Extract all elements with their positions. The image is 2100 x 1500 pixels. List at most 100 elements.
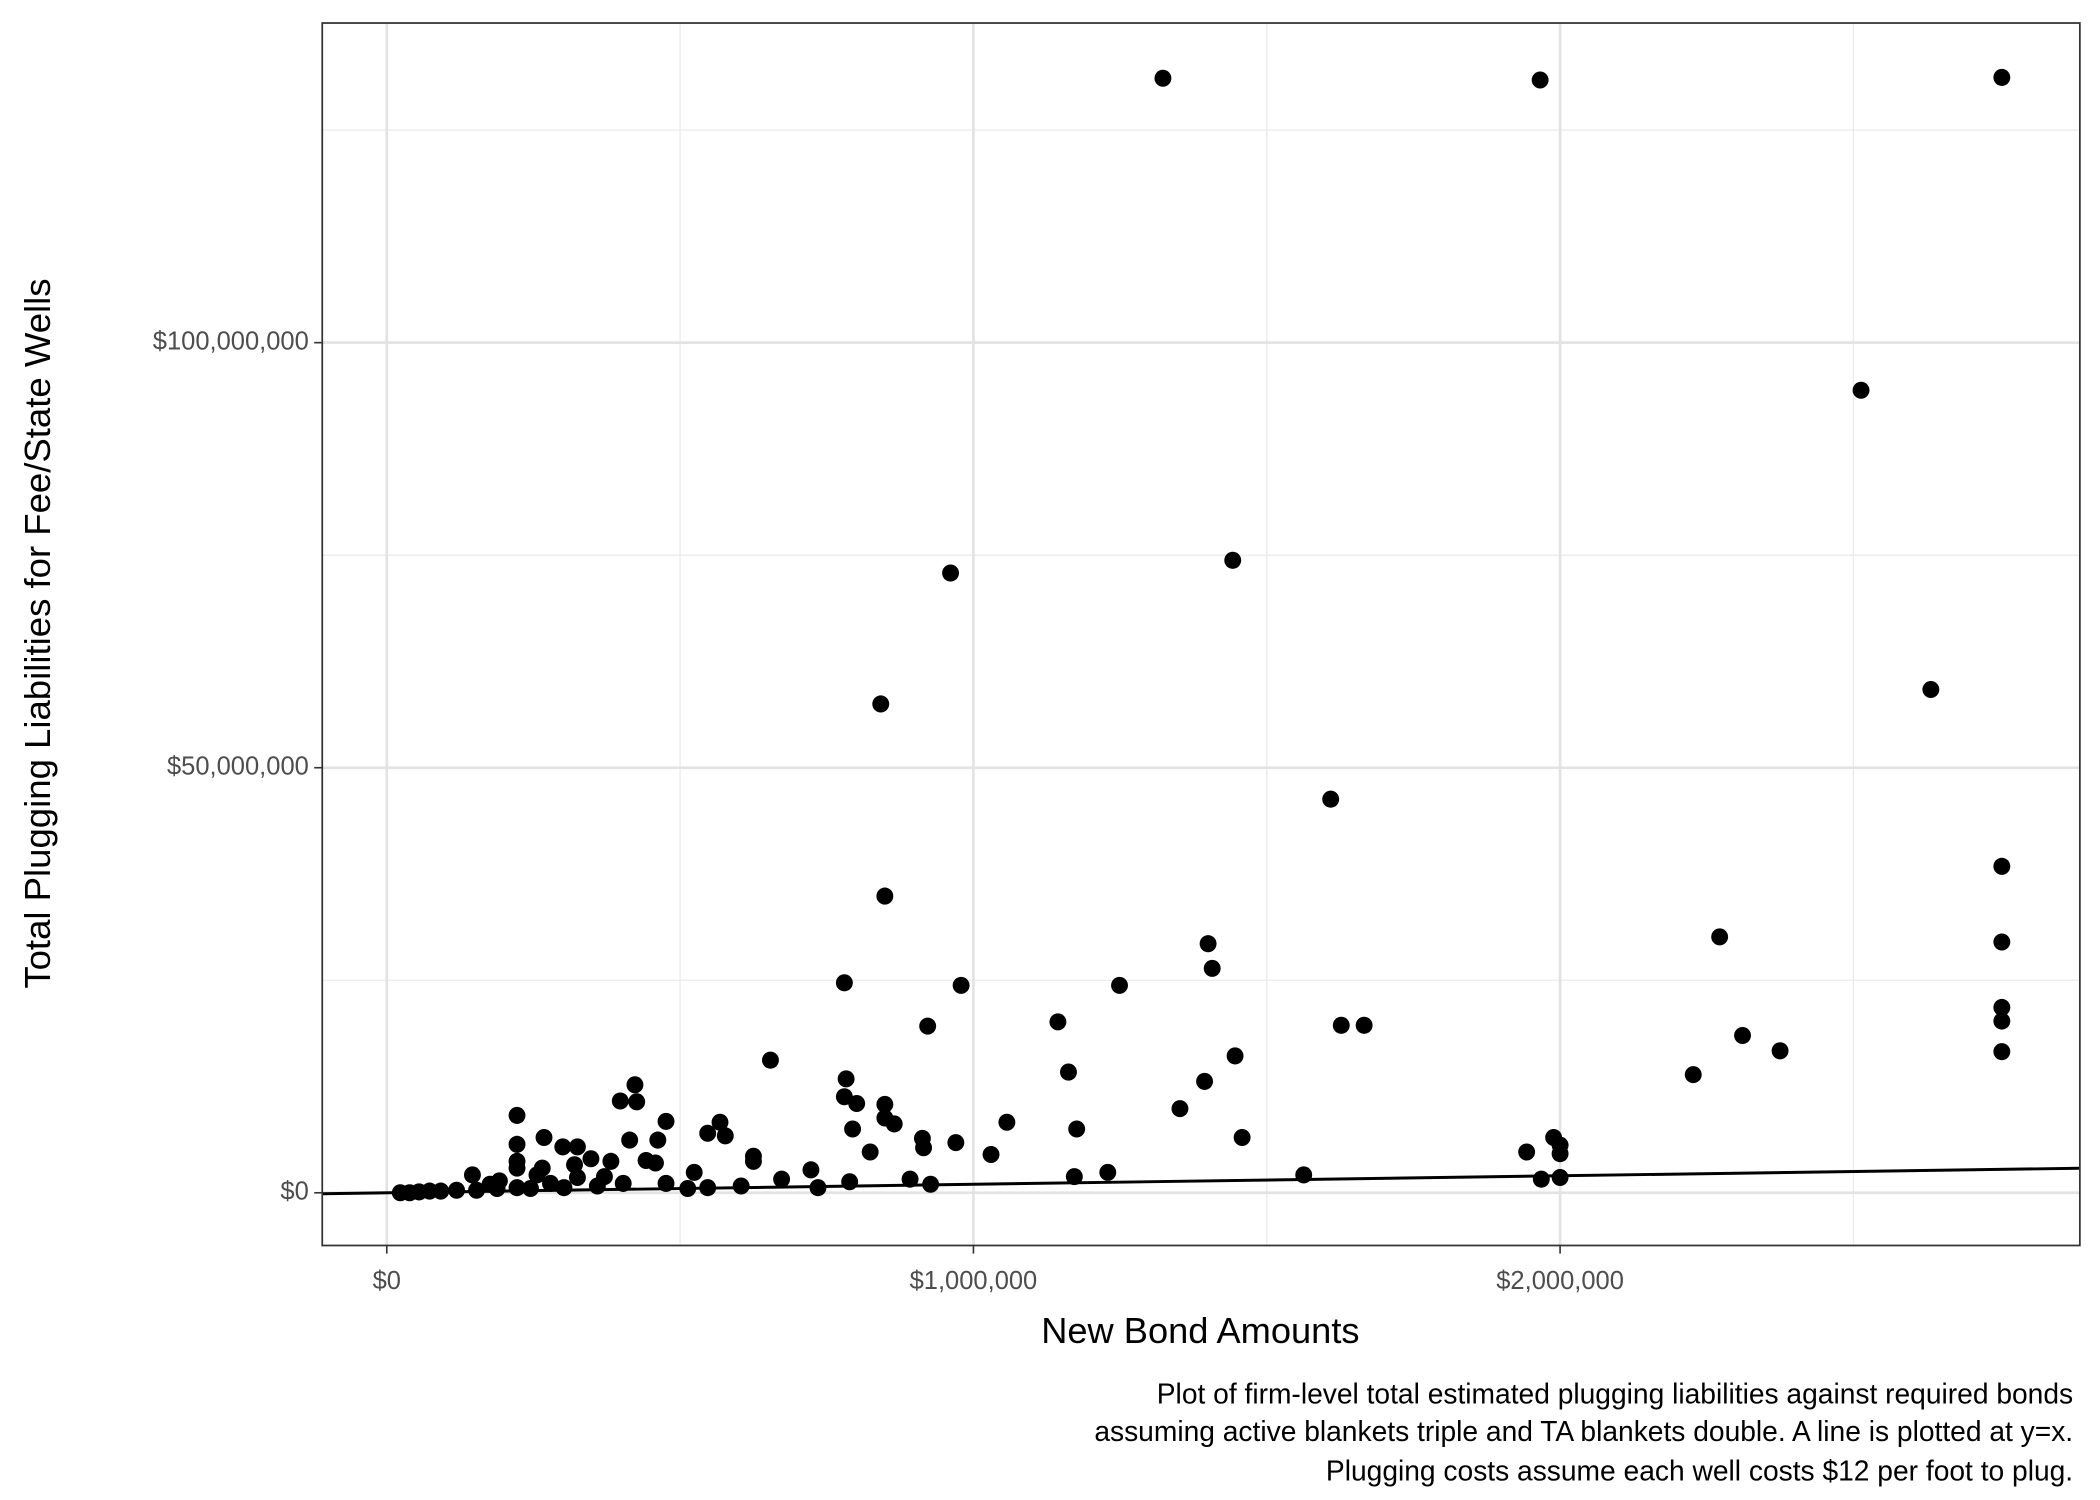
- x-tick-label: $0: [373, 1267, 401, 1295]
- point: [1852, 381, 1870, 399]
- caption-line: Plugging costs assume each well costs $1…: [1326, 1454, 2073, 1486]
- point: [1993, 857, 2011, 875]
- point: [1199, 935, 1217, 953]
- point: [876, 887, 894, 905]
- point: [848, 1094, 866, 1113]
- x-tick-label: $1,000,000: [910, 1267, 1038, 1295]
- grid: [322, 23, 2080, 1246]
- point: [872, 695, 890, 713]
- point: [568, 1138, 586, 1156]
- point: [568, 1168, 586, 1187]
- point: [998, 1113, 1016, 1131]
- point: [1993, 933, 2011, 951]
- point: [1065, 1168, 1083, 1186]
- point: [1111, 976, 1128, 994]
- point: [628, 1093, 646, 1111]
- point: [1771, 1042, 1789, 1060]
- point: [1993, 1043, 2011, 1061]
- point: [1711, 928, 1729, 946]
- point: [1993, 998, 2011, 1016]
- point: [649, 1131, 667, 1149]
- point: [835, 1088, 853, 1106]
- point: [773, 1170, 791, 1188]
- point: [685, 1163, 703, 1181]
- point: [876, 1095, 894, 1113]
- point: [595, 1168, 613, 1186]
- point: [463, 1166, 481, 1184]
- point: [835, 974, 853, 992]
- point: [1332, 1016, 1350, 1034]
- point: [647, 1154, 664, 1172]
- point: [1060, 1063, 1077, 1081]
- point: [508, 1159, 526, 1177]
- point: [1684, 1066, 1702, 1084]
- point: [1734, 1026, 1751, 1045]
- point: [1993, 68, 2011, 86]
- point: [885, 1115, 903, 1133]
- point: [621, 1131, 639, 1149]
- point: [614, 1174, 632, 1192]
- panel-border: [321, 22, 2081, 1247]
- point: [1068, 1120, 1086, 1138]
- point: [555, 1179, 573, 1197]
- y-tick-label: $100,000,000: [153, 327, 309, 355]
- point: [554, 1138, 572, 1156]
- point: [481, 1175, 499, 1193]
- point: [1518, 1143, 1536, 1161]
- point: [1049, 1013, 1067, 1031]
- point: [947, 1134, 965, 1152]
- point: [1993, 1012, 2011, 1030]
- plot-area: [322, 68, 2080, 1202]
- point: [915, 1139, 933, 1157]
- point: [744, 1152, 762, 1170]
- y-tick-label: $0: [280, 1177, 308, 1205]
- point: [1531, 71, 1549, 89]
- reference-line: [322, 1166, 2080, 1196]
- point: [861, 1143, 879, 1161]
- point: [841, 1173, 859, 1191]
- point: [1551, 1145, 1569, 1163]
- x-tick-label: $2,000,000: [1496, 1267, 1624, 1295]
- x-axis-title: New Bond Amounts: [1041, 1310, 1359, 1351]
- point: [1233, 1128, 1251, 1147]
- point: [508, 1106, 526, 1124]
- caption-line: assuming active blankets triple and TA b…: [1094, 1415, 2073, 1447]
- point: [1922, 680, 1940, 699]
- point: [566, 1156, 583, 1174]
- point: [716, 1127, 734, 1145]
- point: [844, 1120, 862, 1138]
- point: [535, 1128, 553, 1147]
- point: [942, 564, 960, 582]
- point: [626, 1076, 644, 1094]
- point: [802, 1161, 820, 1179]
- point: [1226, 1047, 1244, 1065]
- point: [711, 1113, 729, 1131]
- point: [1196, 1072, 1214, 1090]
- point: [1154, 69, 1172, 87]
- point: [448, 1181, 466, 1199]
- point: [508, 1135, 526, 1153]
- point: [982, 1145, 1000, 1164]
- point: [541, 1174, 559, 1192]
- point: [508, 1179, 526, 1197]
- point: [522, 1180, 539, 1198]
- point: [1203, 959, 1221, 977]
- point: [611, 1092, 629, 1110]
- point: [602, 1152, 620, 1170]
- point: [582, 1150, 600, 1168]
- point: [919, 1017, 937, 1035]
- point: [1532, 1170, 1550, 1188]
- y-tick-label: $50,000,000: [167, 752, 309, 780]
- point: [528, 1166, 546, 1184]
- point: [837, 1070, 855, 1088]
- point: [761, 1051, 779, 1069]
- point: [1355, 1016, 1373, 1034]
- point: [952, 976, 970, 994]
- point: [657, 1112, 675, 1130]
- point: [1099, 1163, 1117, 1181]
- caption-line: Plot of firm-level total estimated plugg…: [1157, 1377, 2073, 1409]
- point: [732, 1177, 750, 1195]
- point: [1322, 790, 1340, 808]
